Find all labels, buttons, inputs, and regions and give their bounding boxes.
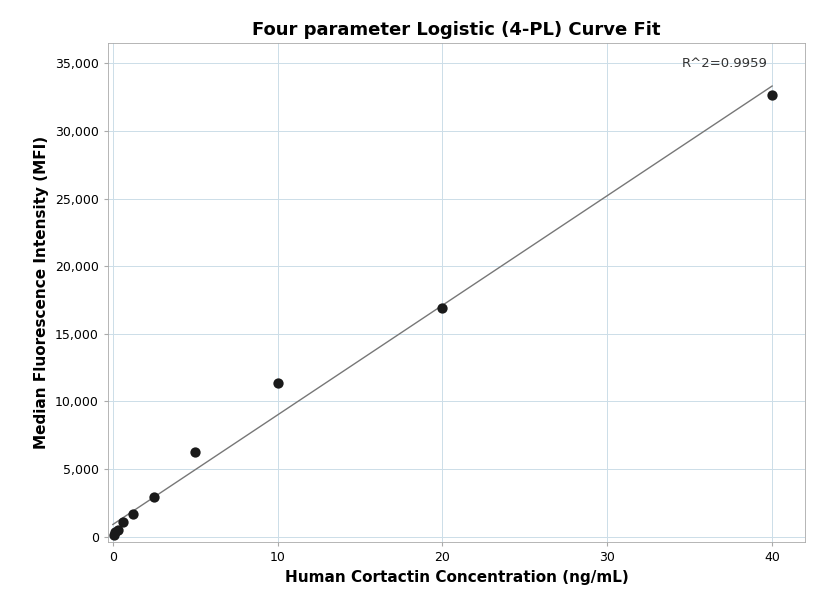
Title: Four parameter Logistic (4-PL) Curve Fit: Four parameter Logistic (4-PL) Curve Fit bbox=[252, 21, 661, 39]
Point bbox=[148, 493, 161, 503]
Point bbox=[108, 530, 121, 540]
Point bbox=[116, 517, 129, 527]
X-axis label: Human Cortactin Concentration (ng/mL): Human Cortactin Concentration (ng/mL) bbox=[285, 570, 628, 585]
Point bbox=[436, 303, 449, 313]
Point bbox=[271, 378, 285, 387]
Point bbox=[188, 447, 202, 457]
Point bbox=[127, 509, 140, 519]
Point bbox=[109, 527, 122, 537]
Point bbox=[111, 525, 124, 535]
Point bbox=[765, 89, 779, 99]
Y-axis label: Median Fluorescence Intensity (MFI): Median Fluorescence Intensity (MFI) bbox=[34, 136, 50, 449]
Text: R^2=0.9959: R^2=0.9959 bbox=[681, 57, 768, 70]
